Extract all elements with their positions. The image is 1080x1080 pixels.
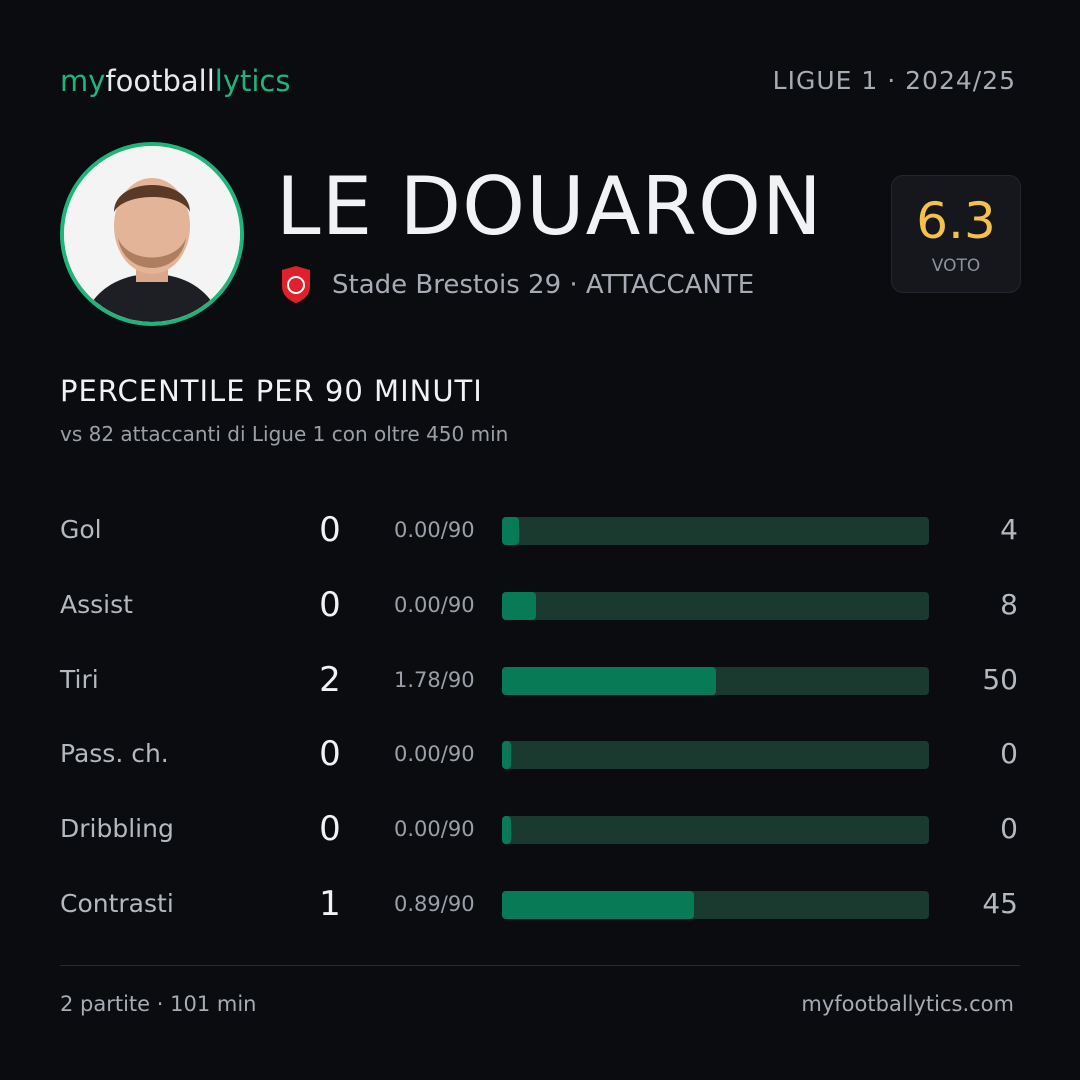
- stat-per90: 0.00/90: [394, 518, 475, 542]
- stat-label: Pass. ch.: [60, 739, 169, 769]
- stat-label: Gol: [60, 515, 102, 544]
- section-title: PERCENTILE PER 90 MINUTI: [60, 374, 483, 408]
- stat-label: Assist: [60, 589, 133, 619]
- stat-per90: 0.00/90: [394, 592, 475, 617]
- player-photo: [60, 142, 244, 326]
- stat-count: 0: [319, 510, 341, 550]
- stat-count: 1: [319, 884, 341, 924]
- stat-per90: 0.89/90: [394, 892, 475, 916]
- footer-summary: 2 partite · 101 min: [60, 992, 257, 1016]
- section-subtitle: vs 82 attaccanti di Ligue 1 con oltre 45…: [60, 422, 509, 446]
- stat-per90: 0.00/90: [394, 817, 475, 842]
- logo-part: football: [105, 64, 215, 98]
- percentile-bar: [502, 666, 716, 695]
- rating-box: 6.3 VOTO: [891, 175, 1021, 293]
- stat-count: 0: [319, 809, 341, 850]
- stat-count: 0: [319, 584, 341, 625]
- stat-per90: 0.00/90: [394, 742, 475, 767]
- photo-illustration: [64, 146, 240, 322]
- footer-site: myfootballytics.com: [801, 992, 1014, 1016]
- stat-percentile: 45: [982, 887, 1018, 920]
- bar-track: [502, 816, 929, 845]
- percentile-bar: [502, 741, 511, 770]
- percentile-bar: [502, 891, 695, 919]
- stat-percentile: 8: [1000, 587, 1018, 621]
- bar-track: [502, 666, 929, 695]
- stat-label: Dribbling: [60, 814, 174, 844]
- rating-label: VOTO: [931, 256, 981, 276]
- team-role: Stade Brestois 29 · ATTACCANTE: [332, 270, 755, 300]
- bar-track: [502, 591, 929, 620]
- logo-part: my: [60, 64, 106, 98]
- stat-count: 0: [319, 734, 341, 775]
- percentile-bar: [502, 816, 511, 845]
- stat-percentile: 0: [1000, 812, 1018, 846]
- stat-percentile: 0: [1000, 737, 1018, 771]
- player-name: LE DOUARON: [276, 160, 823, 253]
- rating: 6.3: [916, 192, 996, 250]
- percentile-bar: [502, 517, 520, 545]
- club-crest: [282, 266, 310, 303]
- stat-percentile: 50: [982, 662, 1018, 696]
- stat-label: Contrasti: [60, 889, 174, 918]
- logo-part: lytics: [214, 64, 291, 98]
- stat-percentile: 4: [1000, 513, 1018, 546]
- separator: [60, 965, 1020, 966]
- stat-label: Tiri: [60, 664, 99, 694]
- bar-track: [502, 517, 929, 545]
- league: LIGUE 1 · 2024/25: [772, 66, 1016, 95]
- percentile-bar: [502, 591, 537, 620]
- bar-track: [502, 741, 929, 770]
- bar-track: [502, 891, 929, 919]
- logo: myfootballlytics: [60, 64, 290, 98]
- stat-per90: 1.78/90: [394, 667, 475, 692]
- stat-count: 2: [319, 659, 341, 700]
